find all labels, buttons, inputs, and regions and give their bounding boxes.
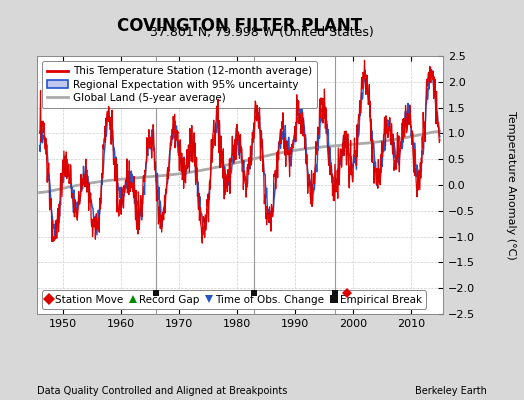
Text: 37.801 N, 79.998 W (United States): 37.801 N, 79.998 W (United States) (150, 26, 374, 39)
Text: Temperature Anomaly (°C): Temperature Anomaly (°C) (506, 111, 516, 259)
Text: Data Quality Controlled and Aligned at Breakpoints: Data Quality Controlled and Aligned at B… (37, 386, 287, 396)
Title: COVINGTON FILTER PLANT: COVINGTON FILTER PLANT (117, 17, 362, 35)
Legend: Station Move, Record Gap, Time of Obs. Change, Empirical Break: Station Move, Record Gap, Time of Obs. C… (42, 290, 426, 309)
Text: Berkeley Earth: Berkeley Earth (416, 386, 487, 396)
